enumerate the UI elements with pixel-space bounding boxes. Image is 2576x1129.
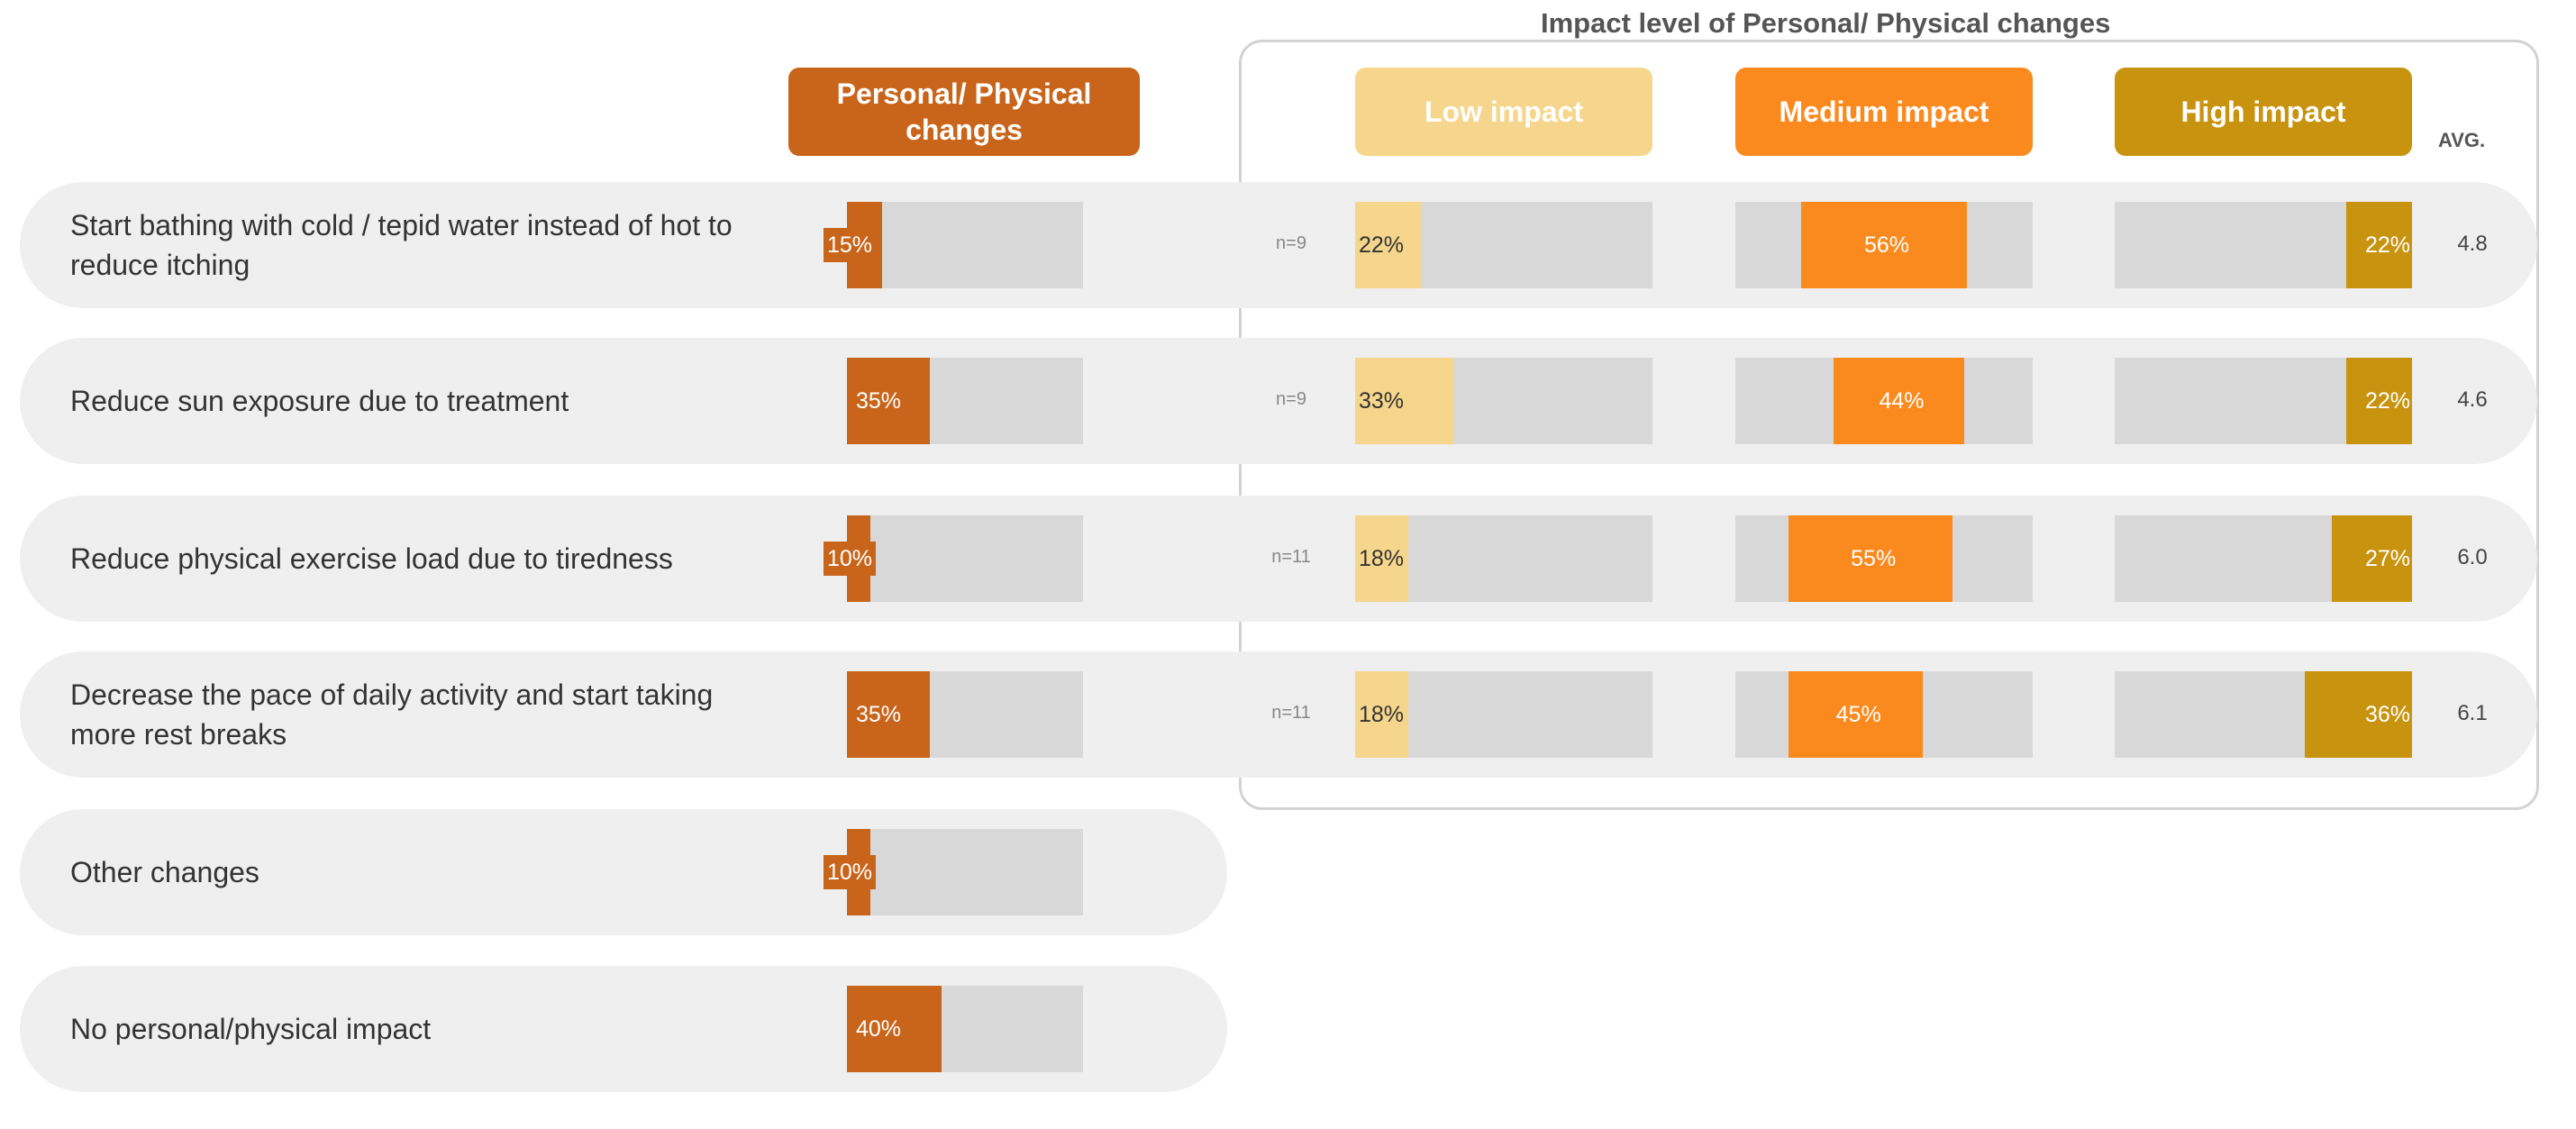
row-label: Start bathing with cold / tepid water in… (70, 209, 733, 281)
medium-impact-bar (1789, 515, 1952, 602)
main-bar (847, 986, 942, 1072)
low-impact-track: 18% (1355, 671, 1652, 758)
main-bar-label: 10% (824, 542, 877, 576)
row-label: Reduce physical exercise load due to tir… (70, 542, 673, 575)
medium-impact-label: 55% (1851, 546, 1897, 571)
row-label: No personal/physical impact (70, 1013, 432, 1045)
main-bar (847, 358, 930, 444)
row-label: Other changes (70, 856, 259, 888)
main-bar-label: 35% (856, 388, 902, 414)
high-impact-bar (2331, 515, 2412, 602)
low-impact-label: 22% (1359, 232, 1405, 258)
impact-panel-title: Impact level of Personal/ Physical chang… (1523, 7, 2129, 40)
low-impact-label: 33% (1359, 388, 1405, 414)
average-value: 6.1 (2457, 701, 2488, 725)
medium-impact-label: 44% (1879, 388, 1925, 414)
medium-impact-label: 45% (1835, 702, 1881, 727)
high-impact-track: 36% (2115, 671, 2412, 758)
low-impact-track: 18% (1355, 515, 1652, 602)
main-bar-track: 35% (847, 671, 1083, 758)
high-impact-label: 22% (2365, 232, 2411, 258)
high-impact-bar (2346, 358, 2412, 444)
row-label: Reduce sun exposure due to treatment (70, 385, 569, 417)
high-impact-label: 27% (2365, 546, 2411, 571)
high-impact-bar (2346, 202, 2412, 288)
main-bar-label: 15% (824, 228, 877, 262)
high-impact-header: High impact (2115, 68, 2412, 156)
average-value: 4.6 (2457, 387, 2488, 412)
low-impact-label: 18% (1359, 702, 1405, 727)
high-impact-track: 27% (2115, 515, 2412, 602)
main-bar-track: 35% (847, 358, 1083, 444)
sample-size-label: n=9 (1276, 389, 1306, 409)
main-bar-label: 10% (824, 855, 877, 889)
medium-impact-bar (1789, 671, 1923, 758)
low-impact-bar (1355, 202, 1421, 288)
main-bar-label: 35% (856, 702, 902, 727)
low-impact-bar (1355, 671, 1409, 758)
personal-physical-header: Personal/ Physical changes (788, 68, 1140, 156)
main-bar-track: 40% (847, 986, 1083, 1072)
medium-impact-bar (1800, 202, 1968, 288)
medium-impact-track: 55% (1735, 515, 2033, 602)
main-bar-track: 10% (824, 515, 1083, 602)
medium-impact-label: 56% (1864, 232, 1910, 258)
average-value: 6.0 (2457, 545, 2488, 569)
low-impact-bar (1355, 358, 1453, 444)
medium-impact-bar (1833, 358, 1965, 444)
low-impact-label: 18% (1359, 546, 1405, 571)
low-impact-track: 33% (1355, 358, 1652, 444)
high-impact-track: 22% (2115, 358, 2412, 444)
row-label: Decrease the pace of daily activity and … (70, 678, 714, 751)
medium-impact-track: 44% (1735, 358, 2033, 444)
main-bar-track: 10% (824, 829, 1083, 915)
sample-size-label: n=11 (1271, 703, 1311, 723)
high-impact-bar (2305, 671, 2412, 758)
medium-impact-track: 45% (1735, 671, 2033, 758)
average-value: 4.8 (2457, 232, 2488, 256)
main-bar (847, 671, 930, 758)
avg-header: AVG. (2438, 129, 2486, 151)
main-bar-track: 15% (824, 202, 1083, 288)
high-impact-track: 22% (2115, 202, 2412, 288)
sample-size-label: n=11 (1271, 547, 1311, 567)
low-impact-track: 22% (1355, 202, 1652, 288)
high-impact-label: 36% (2365, 702, 2411, 727)
sample-size-label: n=9 (1276, 233, 1306, 253)
low-impact-header: Low impact (1355, 68, 1652, 156)
low-impact-bar (1355, 515, 1409, 602)
medium-impact-track: 56% (1735, 202, 2033, 288)
medium-impact-header: Medium impact (1735, 68, 2033, 156)
main-bar-label: 40% (856, 1016, 902, 1042)
high-impact-label: 22% (2365, 388, 2411, 414)
